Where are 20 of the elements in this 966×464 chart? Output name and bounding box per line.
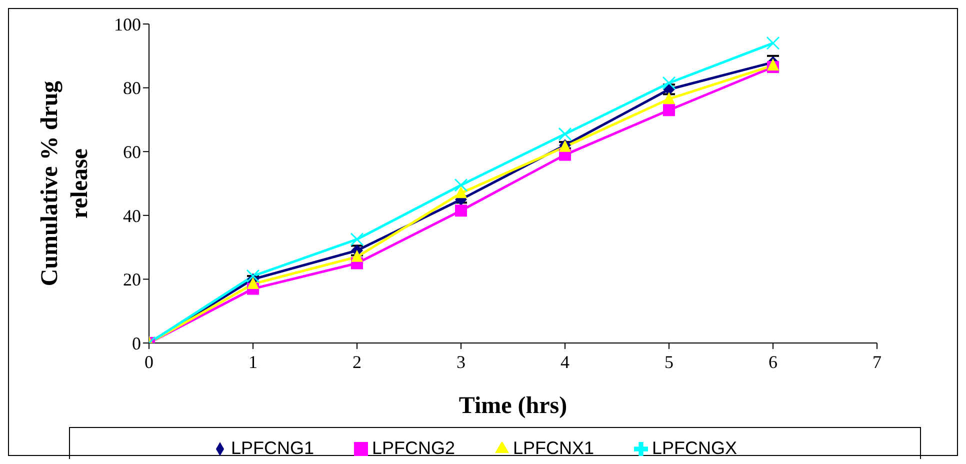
x-tick-label: 2 <box>352 352 362 372</box>
y-tick-label: 0 <box>132 333 141 354</box>
legend-label: LPFCNG2 <box>372 438 455 458</box>
x-axis-title: Time (hrs) <box>458 393 568 419</box>
x-tick-label: 6 <box>768 352 778 372</box>
x-tick-label: 0 <box>144 352 154 372</box>
y-axis-title: Cumulative % drug release <box>37 80 93 286</box>
y-tick-label: 20 <box>123 270 141 290</box>
x-tick-label: 3 <box>456 352 466 372</box>
x-tick-label: 1 <box>248 352 258 372</box>
x-tick-label: 4 <box>560 352 570 372</box>
x-tick-label: 7 <box>872 352 882 372</box>
y-tick-label: 40 <box>123 206 141 226</box>
x-tick-label: 5 <box>664 352 674 372</box>
legend-label: LPFCNGX <box>652 438 738 458</box>
y-tick-label: 80 <box>123 78 141 98</box>
legend-label: LPFCNX1 <box>513 438 594 458</box>
y-tick-label: 100 <box>114 14 141 34</box>
legend-label: LPFCNG1 <box>230 438 314 458</box>
y-tick-label: 60 <box>123 142 141 162</box>
